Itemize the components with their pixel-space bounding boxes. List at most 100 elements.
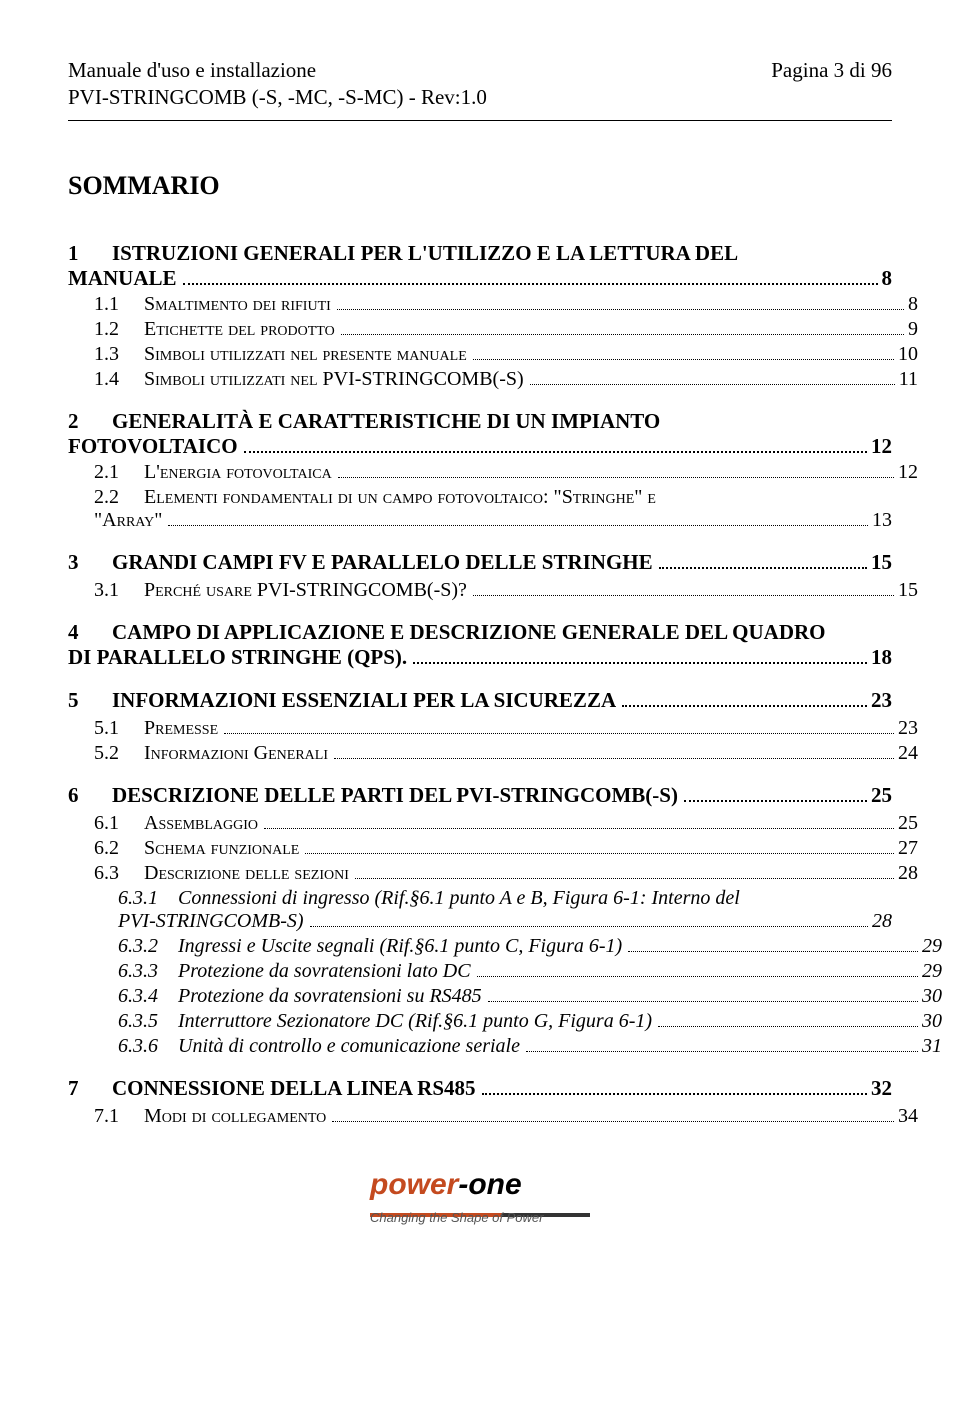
toc-page: 32 xyxy=(869,1076,892,1101)
toc-num: 1.4 xyxy=(94,368,144,391)
page-header: Manuale d'uso e installazione Pagina 3 d… xyxy=(68,58,892,83)
toc-label: Premesse xyxy=(144,717,222,740)
toc-entry-5: 5INFORMAZIONI ESSENZIALI PER LA SICUREZZ… xyxy=(68,688,892,713)
toc-page: 12 xyxy=(869,434,892,459)
toc-leader xyxy=(530,384,895,385)
toc-entry-3: 3GRANDI CAMPI FV E PARALLELO DELLE STRIN… xyxy=(68,550,892,575)
toc-num: 6.3.3 xyxy=(118,960,178,983)
toc-page: 34 xyxy=(896,1105,918,1128)
toc-leader xyxy=(332,1121,894,1122)
toc-label: Smaltimento dei rifiuti xyxy=(144,293,335,316)
toc-label: Simboli utilizzati nel PVI-STRINGCOMB(-S… xyxy=(144,368,528,391)
toc-num: 6 xyxy=(68,783,112,808)
toc-leader xyxy=(337,309,904,310)
toc-num: 5.2 xyxy=(94,742,144,765)
toc-entry-5-2: 5.2Informazioni Generali24 xyxy=(94,742,918,765)
toc-label: GENERALITÀ E CARATTERISTICHE DI UN IMPIA… xyxy=(112,409,660,434)
toc-leader xyxy=(224,733,894,734)
toc-num: 6.3.5 xyxy=(118,1010,178,1033)
brand-logo: power-one Changing the Shape of Power xyxy=(370,1168,590,1225)
toc-page: 27 xyxy=(896,837,918,860)
toc-num: 4 xyxy=(68,620,112,645)
toc-label: DESCRIZIONE DELLE PARTI DEL PVI-STRINGCO… xyxy=(112,783,682,808)
toc-page: 15 xyxy=(896,579,918,602)
toc-entry-4: 4CAMPO DI APPLICAZIONE E DESCRIZIONE GEN… xyxy=(68,620,892,670)
toc-leader xyxy=(355,878,894,879)
toc-num: 3 xyxy=(68,550,112,575)
toc-leader xyxy=(305,853,894,854)
toc-entry-1-2: 1.2Etichette del prodotto9 xyxy=(94,318,918,341)
toc-leader xyxy=(477,976,918,977)
toc-leader xyxy=(310,926,868,927)
toc-leader xyxy=(622,705,867,707)
toc-label: Ingressi e Uscite segnali (Rif.§6.1 punt… xyxy=(178,935,626,958)
toc-entry-1-1: 1.1Smaltimento dei rifiuti8 xyxy=(94,293,918,316)
toc-page: 18 xyxy=(869,645,892,670)
toc-num: 2.1 xyxy=(94,461,144,484)
toc-entry-6-3-3: 6.3.3Protezione da sovratensioni lato DC… xyxy=(118,960,942,983)
toc-page: 13 xyxy=(870,509,892,532)
toc-page: 28 xyxy=(870,910,892,933)
toc-leader xyxy=(526,1051,918,1052)
toc-leader xyxy=(628,951,918,952)
toc-label-cont: MANUALE xyxy=(68,266,181,291)
toc-entry-6-1: 6.1Assemblaggio25 xyxy=(94,812,918,835)
toc-label: GRANDI CAMPI FV E PARALLELO DELLE STRING… xyxy=(112,550,657,575)
toc-num: 6.2 xyxy=(94,837,144,860)
toc-label: Perché usare PVI-STRINGCOMB(-S)? xyxy=(144,579,471,602)
toc-leader xyxy=(488,1001,918,1002)
toc-page: 25 xyxy=(896,812,918,835)
toc-entry-6-2: 6.2Schema funzionale27 xyxy=(94,837,918,860)
toc-leader xyxy=(183,283,878,285)
toc-entry-3-1: 3.1Perché usare PVI-STRINGCOMB(-S)?15 xyxy=(94,579,918,602)
toc-page: 28 xyxy=(896,862,918,885)
toc-label: Protezione da sovratensioni lato DC xyxy=(178,960,475,983)
toc-leader xyxy=(341,334,904,335)
toc-leader xyxy=(338,477,894,478)
toc-page: 31 xyxy=(920,1035,942,1058)
toc-page: 9 xyxy=(906,318,918,341)
toc-label: ISTRUZIONI GENERALI PER L'UTILIZZO E LA … xyxy=(112,241,738,266)
toc-label: Simboli utilizzati nel presente manuale xyxy=(144,343,471,366)
toc-entry-6-3: 6.3Descrizione delle sezioni28 xyxy=(94,862,918,885)
header-title-right: Pagina 3 di 96 xyxy=(771,58,892,83)
toc-page: 15 xyxy=(869,550,892,575)
toc-label: Protezione da sovratensioni su RS485 xyxy=(178,985,486,1008)
toc-label: Descrizione delle sezioni xyxy=(144,862,353,885)
toc-entry-6-3-2: 6.3.2Ingressi e Uscite segnali (Rif.§6.1… xyxy=(118,935,942,958)
toc-page: 23 xyxy=(869,688,892,713)
toc-label: Unità di controllo e comunicazione seria… xyxy=(178,1035,524,1058)
toc-entry-6-3-4: 6.3.4Protezione da sovratensioni su RS48… xyxy=(118,985,942,1008)
toc-label-cont: DI PARALLELO STRINGHE (QPS). xyxy=(68,645,411,670)
toc-leader xyxy=(334,758,894,759)
toc-page: 24 xyxy=(896,742,918,765)
toc-leader xyxy=(482,1093,867,1095)
toc-leader xyxy=(659,567,867,569)
toc-num: 6.3.1 xyxy=(118,887,178,910)
toc-entry-1-4: 1.4Simboli utilizzati nel PVI-STRINGCOMB… xyxy=(94,368,918,391)
toc-num: 5.1 xyxy=(94,717,144,740)
toc-label-cont: PVI-STRINGCOMB-S) xyxy=(118,910,308,933)
toc-num: 6.1 xyxy=(94,812,144,835)
toc-page: 23 xyxy=(896,717,918,740)
toc-label: Modi di collegamento xyxy=(144,1105,330,1128)
brand-name: power-one xyxy=(370,1168,590,1202)
toc-page: 30 xyxy=(920,985,942,1008)
toc-leader xyxy=(264,828,894,829)
toc-num: 6.3.4 xyxy=(118,985,178,1008)
toc-entry-6-3-5: 6.3.5Interruttore Sezionatore DC (Rif.§6… xyxy=(118,1010,942,1033)
toc-label: Elementi fondamentali di un campo fotovo… xyxy=(144,486,656,509)
page-footer: power-one Changing the Shape of Power xyxy=(68,1168,892,1227)
toc-leader xyxy=(168,525,868,526)
brand-divider xyxy=(370,1204,590,1208)
toc-entry-6: 6DESCRIZIONE DELLE PARTI DEL PVI-STRINGC… xyxy=(68,783,892,808)
toc-num: 1.1 xyxy=(94,293,144,316)
toc-label: Etichette del prodotto xyxy=(144,318,339,341)
toc-leader xyxy=(658,1026,918,1027)
toc-label: CONNESSIONE DELLA LINEA RS485 xyxy=(112,1076,480,1101)
toc-entry-5-1: 5.1Premesse 23 xyxy=(94,717,918,740)
toc-num: 7 xyxy=(68,1076,112,1101)
toc-num: 2 xyxy=(68,409,112,434)
toc-page: 11 xyxy=(897,368,918,391)
toc-entry-6-3-6: 6.3.6Unità di controllo e comunicazione … xyxy=(118,1035,942,1058)
